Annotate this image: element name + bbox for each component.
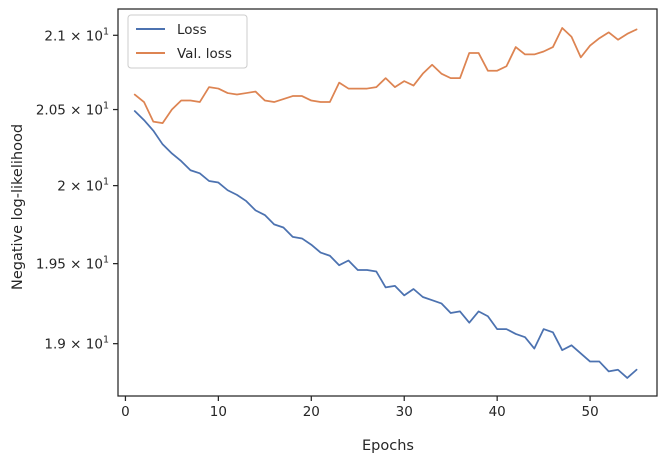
legend: Loss Val. loss bbox=[127, 14, 248, 69]
plot-area bbox=[117, 8, 658, 397]
legend-label-val-loss: Val. loss bbox=[177, 46, 232, 62]
x-tick-label: 40 bbox=[489, 404, 506, 420]
y-axis: 1.9 × 101 1.95 × 101 2 × 101 2.05 × 101 2.1 … bbox=[36, 26, 118, 353]
series-layer bbox=[133, 27, 638, 379]
series-line-loss bbox=[133, 110, 638, 379]
legend-label-loss: Loss bbox=[177, 22, 207, 38]
y-tick-label: 2 × 101 bbox=[57, 177, 109, 195]
x-axis-label: Epochs bbox=[362, 438, 414, 454]
y-tick-label: 2.05 × 101 bbox=[36, 101, 109, 119]
y-tick-label: 1.95 × 101 bbox=[36, 255, 109, 273]
x-tick-label: 30 bbox=[396, 404, 413, 420]
x-tick-label: 10 bbox=[210, 404, 227, 420]
series-line-val-loss bbox=[133, 27, 638, 124]
x-axis: 0 10 20 30 40 50 bbox=[121, 396, 599, 420]
x-tick-label: 0 bbox=[121, 404, 130, 420]
x-tick-label: 50 bbox=[581, 404, 598, 420]
x-tick-label: 20 bbox=[303, 404, 320, 420]
y-axis-label: Negative log-likelihood bbox=[10, 124, 26, 290]
y-tick-label: 1.9 × 101 bbox=[44, 335, 109, 353]
y-tick-label: 2.1 × 101 bbox=[44, 26, 109, 44]
